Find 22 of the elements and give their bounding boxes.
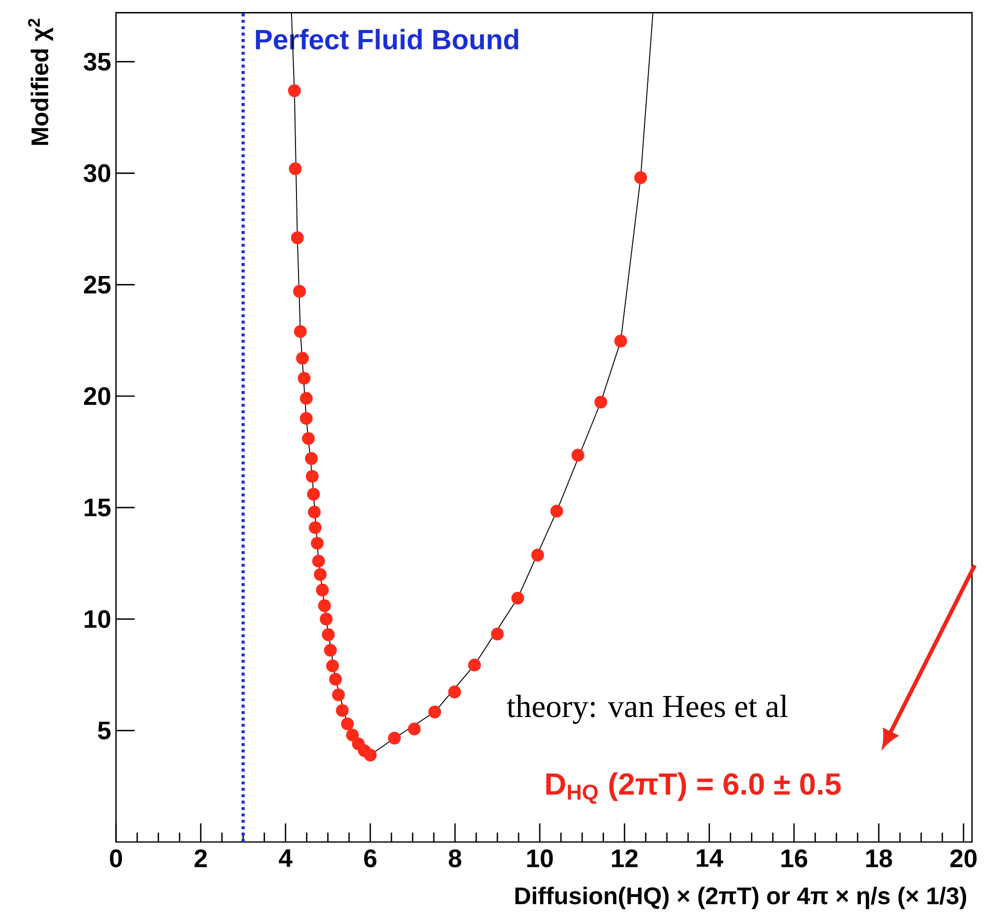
x-tick-label: 14 bbox=[696, 849, 724, 867]
x-tick-label: 4 bbox=[278, 849, 292, 867]
y-tick-label: 15 bbox=[84, 498, 111, 516]
x-tick-label: 0 bbox=[110, 849, 122, 868]
y-tick-label: 10 bbox=[84, 610, 110, 628]
annotation: theory: van Hees et al bbox=[506, 694, 788, 724]
annotation: D$_{HQ}$ (2πT) = 6.0 ± 0.5 bbox=[546, 772, 841, 804]
x-tick-label: 12 bbox=[612, 849, 638, 868]
x-axis-title: Diffusion(HQ) × (2πT) or 4π × η/s (× 1/3) bbox=[515, 886, 966, 910]
y-tick-label: 25 bbox=[84, 276, 111, 294]
y-tick-label: 30 bbox=[84, 164, 110, 182]
x-tick-label: 2 bbox=[194, 849, 207, 868]
y-tick-label: 35 bbox=[84, 52, 111, 71]
y-axis-title: Modified χ$^{2}$ bbox=[28, 18, 54, 145]
x-tick-label: 8 bbox=[448, 849, 462, 868]
x-tick-label: 20 bbox=[950, 849, 977, 868]
y-tick-label: 5 bbox=[98, 722, 111, 740]
y-tick-label: 20 bbox=[84, 387, 110, 406]
x-tick-label: 6 bbox=[364, 849, 376, 868]
x-tick-label: 18 bbox=[866, 849, 892, 868]
x-tick-label: 16 bbox=[782, 849, 808, 868]
x-tick-label: 10 bbox=[527, 849, 553, 868]
